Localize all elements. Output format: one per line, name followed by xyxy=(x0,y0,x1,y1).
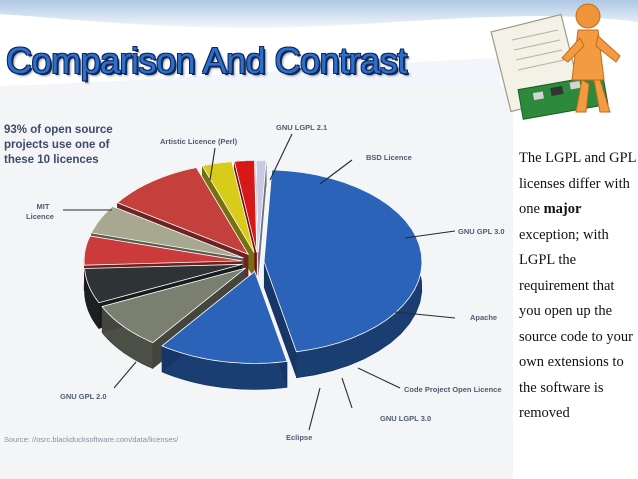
leader-line-gnu-gpl-2-0 xyxy=(113,361,137,389)
pie-slice-gnu-lgpl-2-1 xyxy=(83,235,243,266)
slide-title: Comparison And Contrast xyxy=(6,40,407,81)
leader-line-apache xyxy=(394,311,456,319)
leader-line-bsd xyxy=(319,159,353,185)
body-text-emphasis: major xyxy=(543,201,582,217)
leader-line-gnu-gpl-3-0 xyxy=(404,230,456,239)
slice-label-eclipse: Eclipse xyxy=(286,433,312,442)
slice-label-mit-line-1: MIT xyxy=(36,202,49,211)
slice-label-mit: MIT Licence xyxy=(26,202,54,221)
leader-lines xyxy=(63,133,456,431)
chart-headline: 93% of open source projects use one of t… xyxy=(4,124,113,166)
leader-line-code-project xyxy=(357,367,401,389)
pie-slice-bsd-licence xyxy=(84,263,243,304)
slice-label-mit-line-2: Licence xyxy=(26,212,54,221)
pie-slice-mit-licence xyxy=(116,167,250,256)
slice-label-artistic: Artistic Licence (Perl) xyxy=(160,137,238,146)
slice-label-gnu-gpl-2-0: GNU GPL 2.0 xyxy=(60,392,107,401)
slice-label-gnu-lgpl-2-1: GNU LGPL 2.1 xyxy=(276,123,327,132)
pie-slice-wall-gnu-gpl-2-0-1 xyxy=(263,261,297,378)
pie-slice-apache xyxy=(161,270,288,364)
pie-chart xyxy=(83,160,423,390)
slice-label-bsd: BSD Licence xyxy=(366,153,412,162)
body-text-run: exception; with LGPL the requirement tha… xyxy=(519,226,633,422)
pie-slice-wall-code-project-open-licence-1 xyxy=(258,160,267,279)
body-text-run: The LGPL and GPL licenses differ with on… xyxy=(519,150,636,217)
slice-label-gnu-lgpl-3-0: GNU LGPL 3.0 xyxy=(380,414,431,423)
slice-label-gnu-gpl-3-0: GNU GPL 3.0 xyxy=(458,227,505,236)
clipart-figure-icon xyxy=(490,3,621,120)
top-banner xyxy=(0,0,638,28)
leader-line-artistic xyxy=(209,147,216,181)
chart-source: Source: //osrc.blackducksoftware.com/dat… xyxy=(4,435,179,444)
pie-slice-gnu-gpl-3-0 xyxy=(101,267,246,344)
leader-line-gnu-lgpl-3-0 xyxy=(341,377,353,409)
leader-line-eclipse xyxy=(308,387,321,431)
pie-slice-gnu-gpl-2-0 xyxy=(263,169,423,353)
slice-label-apache: Apache xyxy=(470,313,497,322)
body-text: The LGPL and GPL licenses differ with on… xyxy=(519,146,637,427)
leader-line-gnu-lgpl-2-1 xyxy=(269,133,293,181)
slice-label-code-project: Code Project Open Licence xyxy=(404,385,502,394)
title-band xyxy=(0,58,500,86)
pie-slice-code-project-open-licence xyxy=(255,160,267,253)
pie-slice-gnu-lgpl-3-0 xyxy=(233,160,258,253)
pie-slice-eclipse xyxy=(201,161,255,253)
